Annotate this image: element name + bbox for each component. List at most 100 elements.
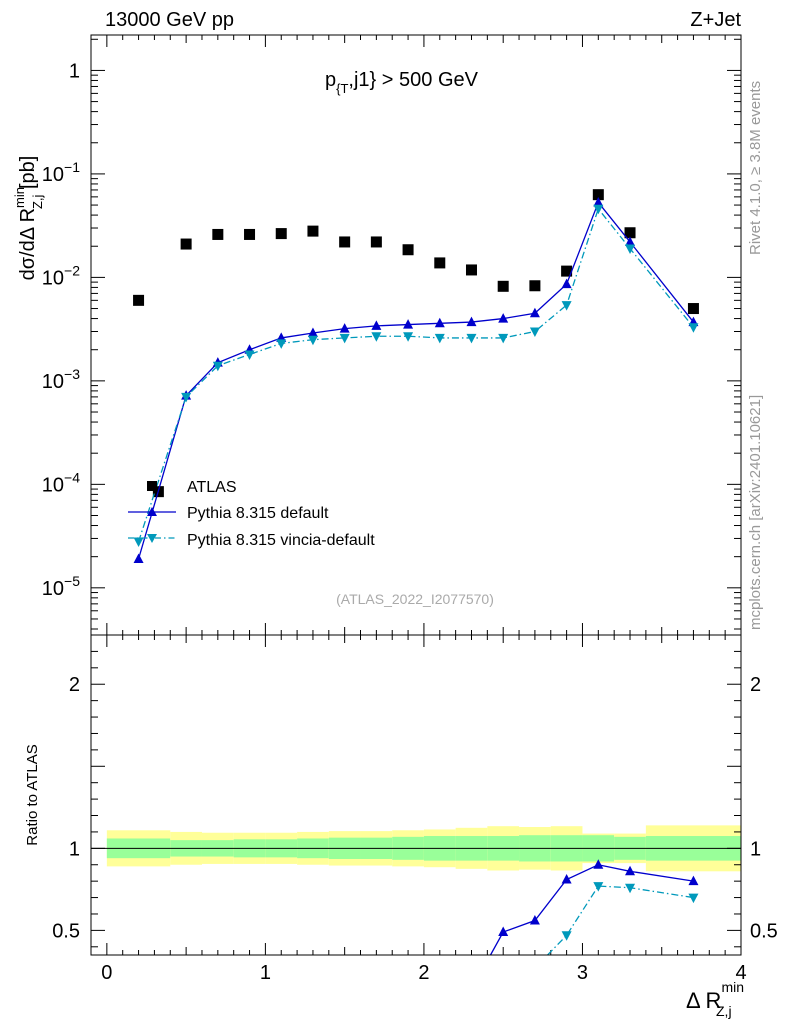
mc2-marker — [466, 333, 477, 344]
y-tick-label: 10−4 — [42, 469, 80, 496]
atlas-point — [465, 264, 477, 276]
y-axis-label-unit: [pb] — [17, 156, 39, 195]
legend-mc2-label: Pythia 8.315 vincia-default — [187, 532, 375, 549]
mc2-marker — [339, 333, 350, 344]
legend: ATLAS Pythia 8.315 default Pythia 8.315 … — [128, 479, 375, 549]
x-tick-label: 3 — [577, 962, 588, 984]
legend-mc1-label: Pythia 8.315 default — [187, 505, 329, 522]
mc2-marker — [276, 339, 287, 349]
ratio-plot-marks — [489, 859, 699, 956]
mc2-marker — [593, 204, 604, 215]
main-plot-marks — [133, 189, 699, 563]
mc2-ratio-marker — [625, 883, 636, 894]
x-axis-label-sup: min — [721, 979, 744, 995]
mc2-ratio-marker — [593, 882, 604, 892]
x-tick-label: 2 — [418, 962, 429, 984]
svg-text:Ratio to ATLAS: Ratio to ATLAS — [24, 744, 41, 845]
x-axis-label-sub: Z,j — [716, 1003, 732, 1019]
mc1-marker — [466, 316, 477, 327]
mc2-marker — [688, 323, 699, 333]
plot-title-main: p — [325, 69, 336, 91]
mc2-marker — [498, 333, 509, 344]
mc1-marker — [133, 553, 144, 563]
mc1-marker — [403, 319, 414, 329]
atlas-point — [275, 228, 287, 240]
y-tick-label: 1 — [69, 60, 80, 82]
legend-mc2-marker — [147, 534, 157, 543]
mc1-ratio-marker — [625, 865, 636, 876]
atlas-point — [212, 228, 224, 240]
mc1-ratio-marker — [561, 874, 572, 884]
y-axis-label-main: dσ/dΔ R — [17, 208, 39, 280]
x-tick-label: 0 — [101, 962, 112, 984]
svg-text:Rivet 4.1.0, ≥ 3.8M events: Rivet 4.1.0, ≥ 3.8M events — [747, 81, 764, 255]
mc1-ratio-marker — [529, 915, 540, 925]
mc2-marker — [212, 361, 223, 372]
atlas-point — [180, 238, 192, 250]
y-tick-label: 10−3 — [42, 366, 80, 393]
atlas-point — [592, 189, 604, 201]
uncertainty-bands — [91, 825, 741, 872]
ratio-y-tick-label-right: 0.5 — [750, 920, 778, 942]
mc1-marker — [307, 327, 318, 338]
legend-atlas-marker — [147, 481, 157, 491]
mc1-ratio-line — [489, 864, 694, 956]
header-right: Z+Jet — [690, 9, 741, 31]
mc2-marker — [181, 392, 192, 403]
atlas-point — [339, 236, 351, 248]
mc2-marker — [625, 244, 636, 255]
mc2-ratio-marker — [561, 931, 572, 941]
ratio-y-tick-label: 0.5 — [52, 920, 80, 942]
plot-title-rest: ,j1} > 500 GeV — [348, 69, 478, 91]
y-axis-label-sup: min — [12, 187, 27, 208]
atlas-point — [307, 225, 319, 237]
atlas-point — [133, 294, 145, 306]
mc1-marker — [434, 317, 445, 328]
analysis-label: (ATLAS_2022_I2077570) — [336, 591, 494, 607]
ratio-y-tick-label: 1 — [69, 838, 80, 860]
x-tick-label: 1 — [260, 962, 271, 984]
mc1-marker — [339, 323, 350, 333]
x-tick-label: 4 — [735, 962, 746, 984]
mc1-marker — [593, 196, 604, 207]
mc2-marker — [307, 335, 318, 346]
x-axis-label-main: Δ R — [686, 988, 721, 1013]
ratio-y-tick-label: 2 — [69, 674, 80, 696]
mc1-marker — [625, 236, 636, 246]
y-axis-label: dσ/dΔ Rmin Z,j [pb] — [12, 156, 45, 281]
y-tick-label: 10−5 — [42, 573, 80, 600]
mc2-line — [137, 207, 694, 542]
ratio-plot-frame — [90, 634, 742, 956]
mc2-ratio-line — [547, 885, 694, 956]
atlas-point — [687, 303, 699, 315]
atlas-point — [370, 236, 382, 248]
x-axis-label: Δ Rmin Z,j — [686, 979, 744, 1019]
header-left: 13000 GeV pp — [105, 9, 234, 31]
mc1-marker — [498, 313, 509, 323]
legend-atlas-label: ATLAS — [187, 479, 237, 496]
y-axis-label-sub: Z,j — [30, 194, 45, 209]
ratio-y-axis-label: Ratio to ATLAS — [24, 744, 41, 845]
mc1-ratio-marker — [593, 859, 604, 869]
mc2-marker — [529, 327, 540, 337]
plot-title-sub: {T — [336, 81, 348, 96]
ratio-y-tick-label-right: 2 — [750, 674, 761, 696]
legend-mc1-marker — [147, 507, 157, 516]
mc2-marker — [434, 333, 445, 344]
mc1-marker — [561, 278, 572, 289]
mc2-marker — [133, 537, 144, 548]
mc1-marker — [371, 320, 382, 330]
atlas-point — [497, 280, 509, 292]
mc2-marker — [561, 301, 572, 311]
plot-title: p{T,j1} > 500 GeV — [325, 69, 479, 96]
mc2-marker — [244, 350, 255, 360]
atlas-point — [561, 265, 573, 277]
mcplots-label: mcplots.cern.ch [arXiv:2401.10621] — [747, 395, 764, 630]
y-tick-label: 10−1 — [42, 159, 80, 186]
atlas-point — [529, 280, 541, 292]
atlas-point — [434, 257, 446, 269]
mc1-marker — [529, 307, 540, 318]
y-tick-label: 10−2 — [42, 262, 80, 289]
